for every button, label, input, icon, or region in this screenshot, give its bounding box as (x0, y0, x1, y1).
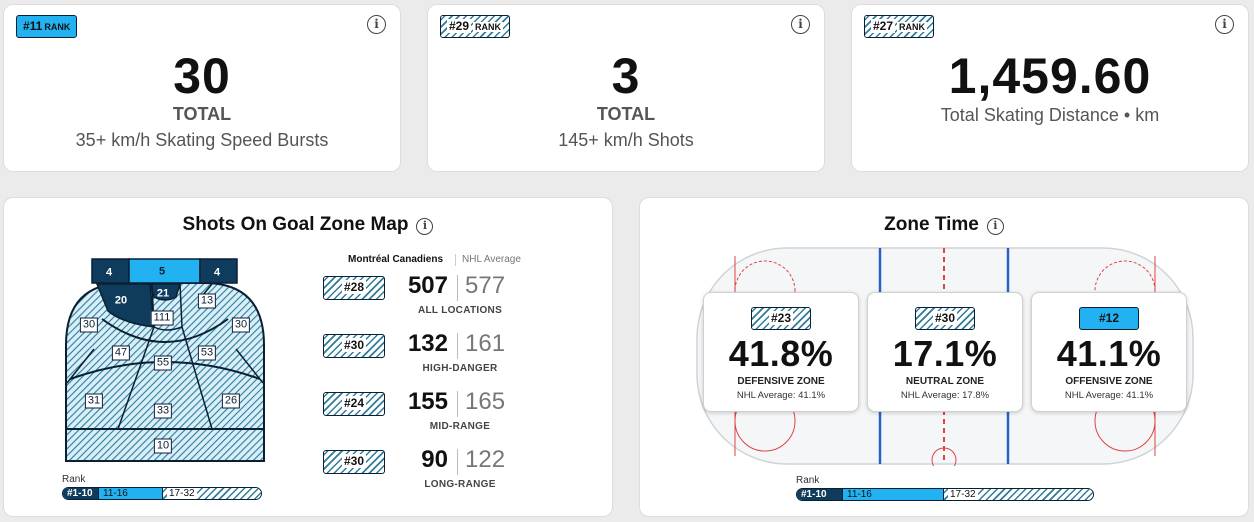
zone-name: DEFENSIVE ZONE (737, 376, 825, 387)
stat-value: 1,459.60 (948, 48, 1152, 104)
legend-seg-mid: 11-16 (99, 488, 163, 499)
info-icon[interactable]: i (986, 218, 1004, 235)
zone-count-center-low: 33 (153, 403, 173, 419)
stat-description: Total Skating Distance • km (940, 105, 1160, 125)
avg-value: 161 (465, 330, 506, 357)
zone-percent: 41.1% (1056, 333, 1162, 374)
info-icon[interactable]: i (1215, 15, 1234, 34)
rank-badge: #30 (323, 334, 385, 358)
zone-average: NHL Average: 41.1% (1064, 390, 1154, 401)
legend-seg-mid: 11-16 (843, 489, 944, 500)
zone-percent: 41.8% (728, 333, 834, 374)
zone-count-top-right: 4 (213, 266, 221, 279)
rank-badge: #30 (323, 450, 385, 474)
info-icon[interactable]: i (367, 15, 386, 34)
zone-name: OFFENSIVE ZONE (1065, 376, 1153, 387)
rank-badge: #11 RANK (16, 15, 78, 38)
avg-header: NHL Average (462, 254, 521, 265)
rank-badge: #27 RANK (864, 15, 935, 38)
zone-time-card: Zone Time i #23 41.8% DEFENSIVE ZONE NHL … (639, 197, 1249, 517)
zone-name: NEUTRAL ZONE (905, 376, 985, 387)
stat-card-hard-shots: #29 RANK i 3 TOTAL 145+ km/h Shots (427, 4, 825, 172)
team-value: 155 (407, 388, 448, 415)
info-icon[interactable]: i (416, 218, 434, 235)
zone-count-left-low: 31 (84, 393, 104, 409)
team-value: 90 (421, 446, 448, 473)
rank-badge: #23 (751, 307, 811, 330)
row-label: HIGH-DANGER (422, 363, 498, 374)
zone-count-bottom: 10 (153, 438, 173, 454)
rank-badge: #28 (323, 276, 385, 300)
zone-count-left-outer: 30 (79, 317, 99, 333)
stat-description: 35+ km/h Skating Speed Bursts (75, 130, 329, 150)
zone-count-center-upper: 111 (150, 310, 174, 326)
stat-card-speed-bursts: #11 RANK i 30 TOTAL 35+ km/h Skating Spee… (3, 4, 401, 172)
zone-count-slot-top: 21 (156, 287, 170, 300)
row-label: ALL LOCATIONS (417, 305, 503, 316)
zone-average: NHL Average: 17.8% (900, 390, 990, 401)
stat-value: 30 (173, 48, 231, 104)
legend-seg-top10: #1-10 (797, 489, 843, 500)
zone-count-top-left: 4 (105, 266, 113, 279)
avg-value: 165 (465, 388, 506, 415)
stat-value: 3 (611, 48, 641, 104)
card-title: Zone Time i (640, 214, 1248, 236)
shots-zone-map-card: Shots On Goal Zone Map i 4 5 4 20 21 13 30 (3, 197, 613, 517)
zone-count-center-mid: 55 (153, 355, 173, 371)
zone-count-right-low: 26 (221, 393, 241, 409)
zone-count-left-mid: 47 (111, 345, 131, 361)
legend-seg-bottom: 17-32 (163, 488, 261, 499)
rank-legend: Rank #1-10 11-16 17-32 (62, 474, 262, 500)
row-label: MID-RANGE (429, 421, 491, 432)
zone-neutral: #30 17.1% NEUTRAL ZONE NHL Average: 17.8… (867, 292, 1023, 412)
zone-average: NHL Average: 41.1% (736, 390, 826, 401)
legend-seg-bottom: 17-32 (944, 489, 1093, 500)
stat-label: TOTAL (596, 104, 656, 124)
legend-seg-top10: #1-10 (63, 488, 99, 499)
team-value: 132 (407, 330, 448, 357)
zone-count-left-inner: 20 (114, 294, 128, 307)
card-title: Shots On Goal Zone Map i (4, 214, 612, 236)
avg-value: 577 (465, 272, 506, 299)
rank-badge: #24 (323, 392, 385, 416)
zone-count-right-outer: 30 (231, 317, 251, 333)
avg-value: 122 (465, 446, 506, 473)
rank-badge: #29 RANK (440, 15, 511, 38)
zone-count-right-mid: 53 (197, 345, 217, 361)
rank-badge: #30 (915, 307, 975, 330)
rank-legend: Rank #1-10 11-16 17-32 (796, 475, 1094, 501)
zone-count-top-center: 5 (158, 265, 166, 278)
zone-percent: 17.1% (892, 333, 998, 374)
rank-badge: #12 (1079, 307, 1139, 330)
info-icon[interactable]: i (791, 15, 810, 34)
zone-offensive: #12 41.1% OFFENSIVE ZONE NHL Average: 41… (1031, 292, 1187, 412)
team-header: Montréal Canadiens (348, 254, 444, 265)
legend-title: Rank (796, 475, 820, 486)
stat-description: 145+ km/h Shots (558, 130, 694, 150)
stat-label: TOTAL (172, 104, 232, 124)
zone-defensive: #23 41.8% DEFENSIVE ZONE NHL Average: 41… (703, 292, 859, 412)
shot-zone-map (65, 258, 265, 462)
legend-title: Rank (62, 474, 86, 485)
row-label: LONG-RANGE (424, 479, 496, 490)
zone-count-right-inner: 13 (197, 293, 217, 309)
team-value: 507 (407, 272, 448, 299)
stat-card-skating-distance: #27 RANK i 1,459.60 Total Skating Distanc… (851, 4, 1249, 172)
